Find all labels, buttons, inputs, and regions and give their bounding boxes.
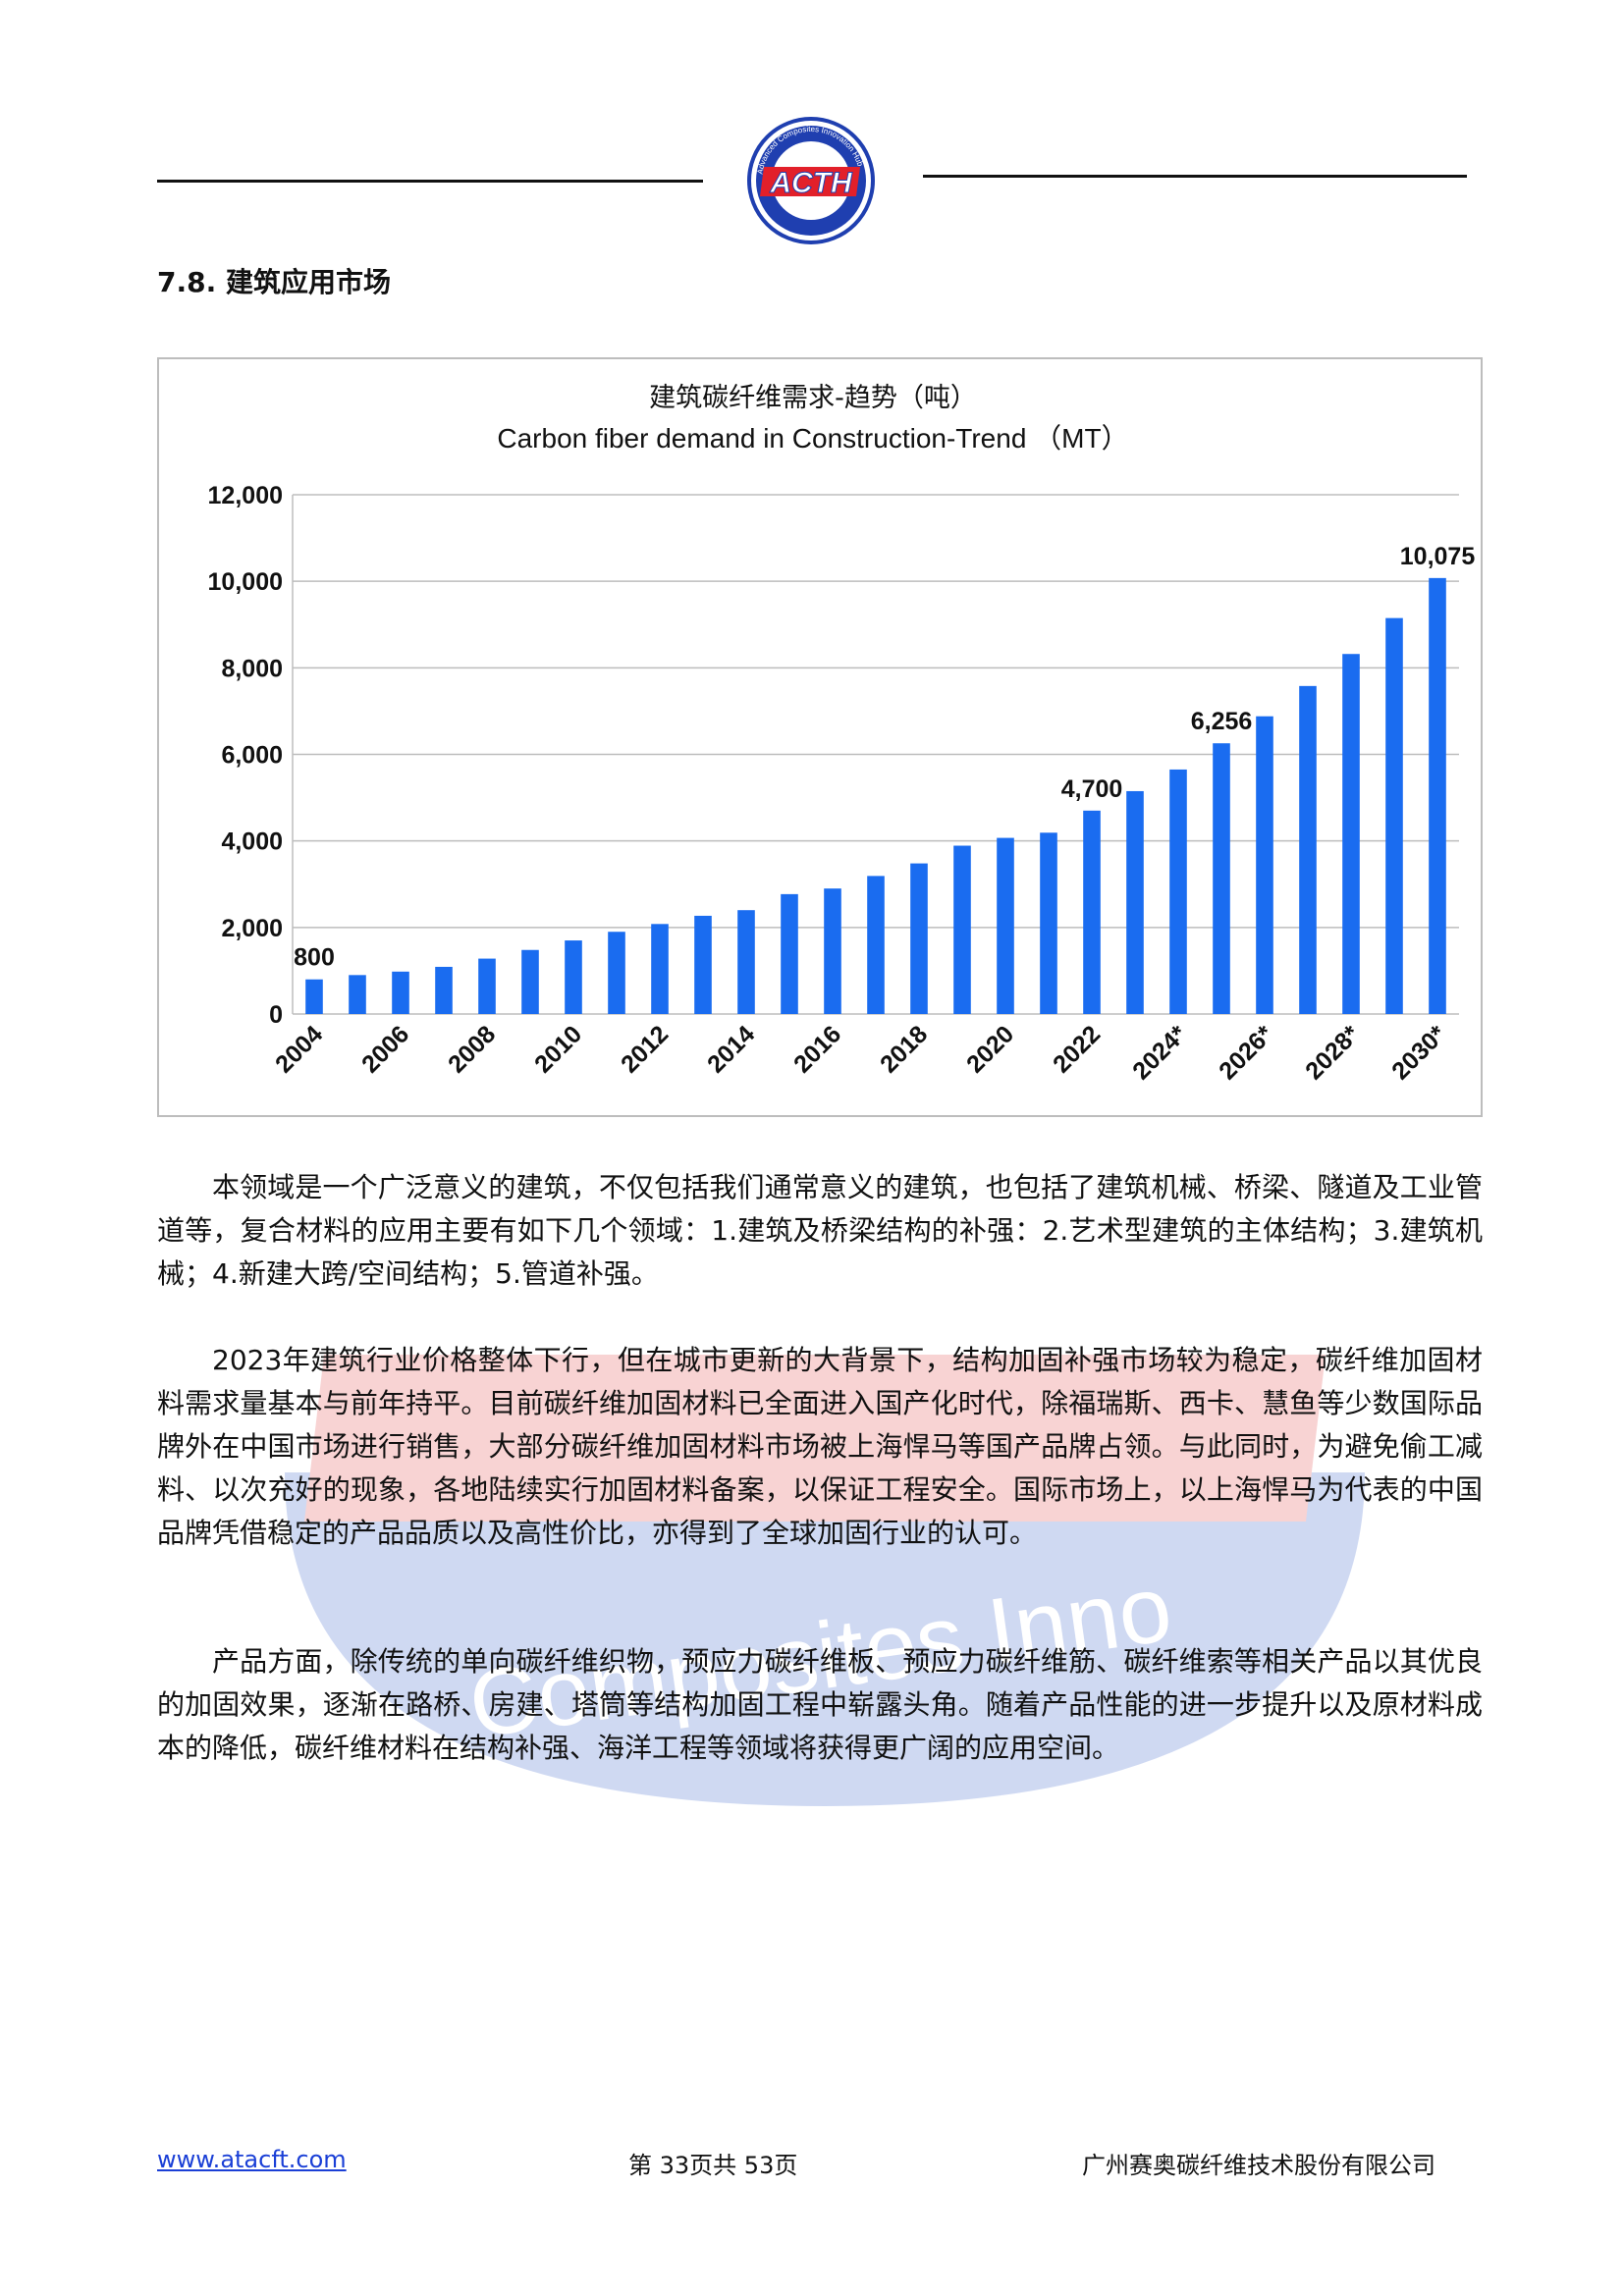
bar [1169,769,1187,1014]
data-label: 10,075 [1400,543,1476,570]
y-tick-label: 2,000 [221,915,283,942]
demand-bar-chart: 建筑碳纤维需求-趋势（吨） Carbon fiber demand in Con… [208,383,1476,1085]
x-tick-label: 2016 [788,1020,846,1078]
x-tick-label: 2018 [875,1020,933,1078]
bar [1385,617,1403,1014]
bar [1213,743,1230,1014]
y-tick-label: 6,000 [221,742,283,770]
footer-page-number: 第 33页共 53页 [628,2152,798,2179]
bar [1299,685,1317,1014]
chart-title: 建筑碳纤维需求-趋势（吨） [649,383,977,413]
paragraph-scope: 本领域是一个广泛意义的建筑，不仅包括我们通常意义的建筑，也包括了建筑机械、桥梁、… [157,1171,1483,1290]
x-tick-label: 2028* [1300,1020,1365,1085]
company-logo: Advanced Composites Innovation Hub ACTH [747,117,875,244]
paragraph-products: 产品方面，除传统的单向碳纤维织物，预应力碳纤维板、预应力碳纤维筋、碳纤维索等相关… [157,1645,1483,1764]
bar [824,888,841,1014]
y-tick-label: 8,000 [221,655,283,682]
bar [521,949,539,1014]
logo-text: ACTH [769,167,853,199]
bar [781,893,798,1014]
body-text-products: 产品方面，除传统的单向碳纤维织物，预应力碳纤维板、预应力碳纤维筋、碳纤维索等相关… [157,1640,1483,1770]
bar [305,979,323,1014]
chart-frame: 建筑碳纤维需求-趋势（吨） Carbon fiber demand in Con… [157,357,1483,1117]
bar [349,975,366,1014]
bar [737,910,755,1014]
watermark-logo: Composites Inno [285,1355,1365,1806]
bar [478,958,496,1014]
x-tick-label: 2022 [1048,1020,1106,1078]
chart-subtitle: Carbon fiber demand in Construction-Tren… [497,423,1128,454]
data-label: 6,256 [1191,708,1253,735]
body-text-market: 2023年建筑行业价格整体下行，但在城市更新的大背景下，结构加固补强市场较为稳定… [157,1339,1483,1555]
y-tick-label: 4,000 [221,828,283,856]
x-tick-label: 2010 [529,1020,587,1078]
bar [910,863,928,1014]
y-tick-label: 12,000 [208,482,283,509]
x-tick-label: 2026* [1214,1020,1278,1085]
footer-website-link[interactable]: www.atacft.com [157,2146,347,2173]
x-tick-label: 2024* [1127,1020,1192,1085]
data-label: 4,700 [1061,775,1123,803]
body-text: 本领域是一个广泛意义的建筑，不仅包括我们通常意义的建筑，也包括了建筑机械、桥梁、… [157,1166,1483,1296]
y-tick-label: 0 [269,1001,283,1029]
bar [435,966,453,1014]
bar [867,876,885,1014]
x-tick-label: 2030* [1386,1020,1451,1085]
x-tick-label: 2012 [616,1020,674,1078]
bar [651,924,669,1014]
x-tick-label: 2008 [443,1020,501,1078]
x-tick-label: 2006 [356,1020,414,1078]
y-tick-label: 10,000 [208,568,283,596]
x-tick-label: 2004 [270,1020,328,1078]
data-label: 800 [294,944,335,972]
bar [694,915,712,1014]
x-tick-label: 2020 [961,1020,1019,1078]
bar [1256,716,1273,1014]
header-rule-left [157,180,703,183]
bar [997,837,1014,1014]
bar [392,971,409,1014]
paragraph-market: 2023年建筑行业价格整体下行，但在城市更新的大背景下，结构加固补强市场较为稳定… [157,1344,1483,1549]
x-tick-label: 2014 [702,1020,760,1078]
bar [1342,654,1360,1014]
footer-company-name: 广州赛奥碳纤维技术股份有限公司 [1082,2152,1435,2179]
header-rule-right [923,175,1467,178]
section-title: 7.8. 建筑应用市场 [157,266,391,298]
bar [1040,832,1057,1014]
bar [953,845,971,1014]
bar [1083,810,1101,1014]
bar [1126,790,1144,1014]
bar [1429,577,1446,1014]
bar [565,940,582,1014]
bar [608,932,625,1014]
